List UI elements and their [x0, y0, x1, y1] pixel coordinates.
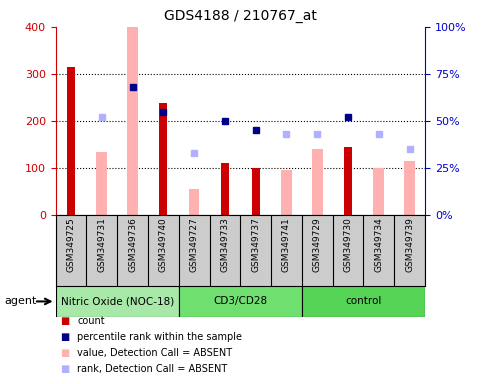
Title: GDS4188 / 210767_at: GDS4188 / 210767_at	[164, 9, 317, 23]
Text: GSM349725: GSM349725	[67, 217, 75, 272]
Text: Nitric Oxide (NOC-18): Nitric Oxide (NOC-18)	[60, 296, 174, 306]
Bar	[312, 149, 323, 215]
Text: GSM349733: GSM349733	[220, 217, 229, 272]
Text: ■: ■	[60, 332, 70, 342]
Text: GSM349729: GSM349729	[313, 217, 322, 272]
Bar	[159, 103, 167, 215]
Bar	[344, 147, 352, 215]
Text: agent: agent	[5, 296, 37, 306]
Text: GSM349739: GSM349739	[405, 217, 414, 272]
Text: control: control	[345, 296, 382, 306]
Text: ■: ■	[60, 364, 70, 374]
Text: ■: ■	[60, 348, 70, 358]
Text: value, Detection Call = ABSENT: value, Detection Call = ABSENT	[77, 348, 232, 358]
Bar	[302, 286, 425, 317]
Bar	[221, 163, 229, 215]
Bar	[179, 286, 302, 317]
Text: GSM349730: GSM349730	[343, 217, 353, 272]
Bar	[56, 286, 179, 317]
Bar	[281, 170, 292, 215]
Bar	[189, 189, 199, 215]
Text: GSM349737: GSM349737	[251, 217, 260, 272]
Bar	[404, 161, 415, 215]
Text: count: count	[77, 316, 105, 326]
Text: GSM349727: GSM349727	[190, 217, 199, 272]
Text: GSM349741: GSM349741	[282, 217, 291, 272]
Bar	[96, 152, 107, 215]
Text: percentile rank within the sample: percentile rank within the sample	[77, 332, 242, 342]
Bar	[127, 27, 138, 215]
Text: rank, Detection Call = ABSENT: rank, Detection Call = ABSENT	[77, 364, 227, 374]
Bar	[252, 167, 259, 215]
Text: CD3/CD28: CD3/CD28	[213, 296, 268, 306]
Bar	[67, 67, 75, 215]
Text: GSM349734: GSM349734	[374, 217, 384, 272]
Text: GSM349740: GSM349740	[159, 217, 168, 272]
Text: ■: ■	[60, 316, 70, 326]
Bar	[373, 168, 384, 215]
Text: GSM349736: GSM349736	[128, 217, 137, 272]
Text: GSM349731: GSM349731	[97, 217, 106, 272]
